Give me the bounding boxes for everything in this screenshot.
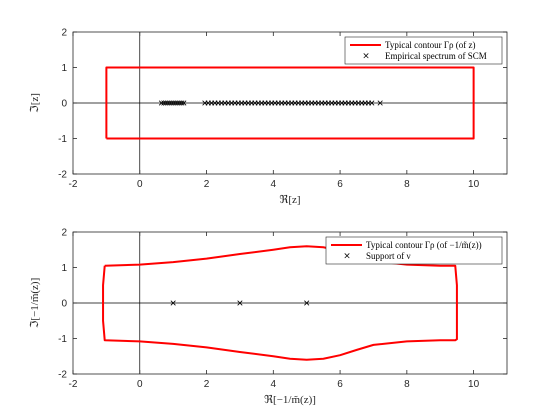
bottom-x-axis-label: ℜ[−1/m̃(z)] <box>264 394 316 406</box>
top-legend-contour-label: Typical contour Γρ (of z) <box>385 40 476 50</box>
bottom-contour-line <box>102 245 458 361</box>
top-y-tick-label: 0 <box>61 99 67 110</box>
top-x-tick-label: 8 <box>404 179 410 190</box>
top-y-tick-label: 1 <box>61 63 67 74</box>
top-data-point <box>369 100 375 106</box>
top-x-tick-label: 6 <box>337 179 343 190</box>
bottom-y-tick-label: -1 <box>58 334 67 345</box>
top-axes-box <box>72 31 508 175</box>
top-x-tick-label: -2 <box>69 179 78 190</box>
top-x-axis-label: ℜ[z] <box>279 194 300 206</box>
top-data-point <box>161 100 167 106</box>
bottom-data-point <box>170 300 176 306</box>
bottom-x-tick-label: 4 <box>271 379 277 390</box>
bottom-y-tick-label: -2 <box>58 370 67 381</box>
top-data-point <box>165 100 171 106</box>
top-data-point <box>179 100 185 106</box>
bottom-y-tick-label: 0 <box>61 299 67 310</box>
top-y-tick-label: -2 <box>58 170 67 181</box>
bottom-x-tick-label: 6 <box>337 379 343 390</box>
bottom-x-tick-label: 0 <box>137 379 143 390</box>
top-data-point <box>177 100 183 106</box>
top-data-point <box>175 100 181 106</box>
bottom-legend: × Typical contour Γρ (of −1/m̃(z)) Suppo… <box>325 236 503 265</box>
bottom-x-tick-label: 10 <box>468 379 480 390</box>
bottom-data-point <box>304 300 310 306</box>
top-x-tick-label: 10 <box>468 179 480 190</box>
bottom-legend-x-swatch: × <box>343 252 351 262</box>
bottom-legend-contour-label: Typical contour Γρ (of −1/m̃(z)) <box>366 240 482 250</box>
top-data-point <box>158 100 165 106</box>
bottom-legend-support-label: Support of ν <box>366 251 411 261</box>
top-legend: × Typical contour Γρ (of z) Empirical sp… <box>344 36 503 65</box>
top-series-layer <box>105 66 475 140</box>
bottom-axes-box <box>72 231 508 375</box>
bottom-y-tick-label: 1 <box>61 263 67 274</box>
bottom-y-tick-label: 2 <box>61 228 67 239</box>
bottom-data-point <box>237 300 243 306</box>
top-legend-x-swatch: × <box>362 52 370 62</box>
top-axes: -2 0 2 4 6 8 10 -2 -1 0 1 2 <box>58 28 507 190</box>
top-contour-line <box>105 66 475 140</box>
bottom-x-tick-label: 8 <box>404 379 410 390</box>
top-data-point <box>163 100 169 106</box>
top-data-point <box>377 100 383 106</box>
top-legend-box <box>344 36 503 65</box>
top-data-point <box>169 100 175 106</box>
bottom-series-layer <box>102 245 458 361</box>
top-x-tick-label: 4 <box>271 179 277 190</box>
top-data-point <box>167 100 173 106</box>
bottom-y-axis-label: ℑ[−1/m̃(z)] <box>29 278 41 329</box>
bottom-legend-box <box>325 236 503 265</box>
top-x-tick-label: 0 <box>137 179 143 190</box>
top-y-tick-label: 2 <box>61 28 67 39</box>
top-data-point <box>171 100 177 106</box>
bottom-x-tick-label: -2 <box>69 379 78 390</box>
bottom-chart-panel: -2 0 2 4 6 8 10 -2 -1 0 1 2 ℜ[−1/m̃(z)] ℑ[−1/m̃(z)]… <box>29 228 508 406</box>
top-y-axis-label: ℑ[z] <box>29 93 41 113</box>
top-chart-panel: -2 0 2 4 6 8 10 -2 -1 0 1 2 ℜ[z] ℑ[z] × Typical con… <box>29 28 508 206</box>
top-legend-spectrum-label: Empirical spectrum of SCM <box>385 51 487 61</box>
top-data-point <box>173 100 179 106</box>
top-x-tick-label: 2 <box>204 179 210 190</box>
top-data-point <box>181 100 187 106</box>
top-y-tick-label: -1 <box>58 134 67 145</box>
bottom-x-tick-label: 2 <box>204 379 210 390</box>
